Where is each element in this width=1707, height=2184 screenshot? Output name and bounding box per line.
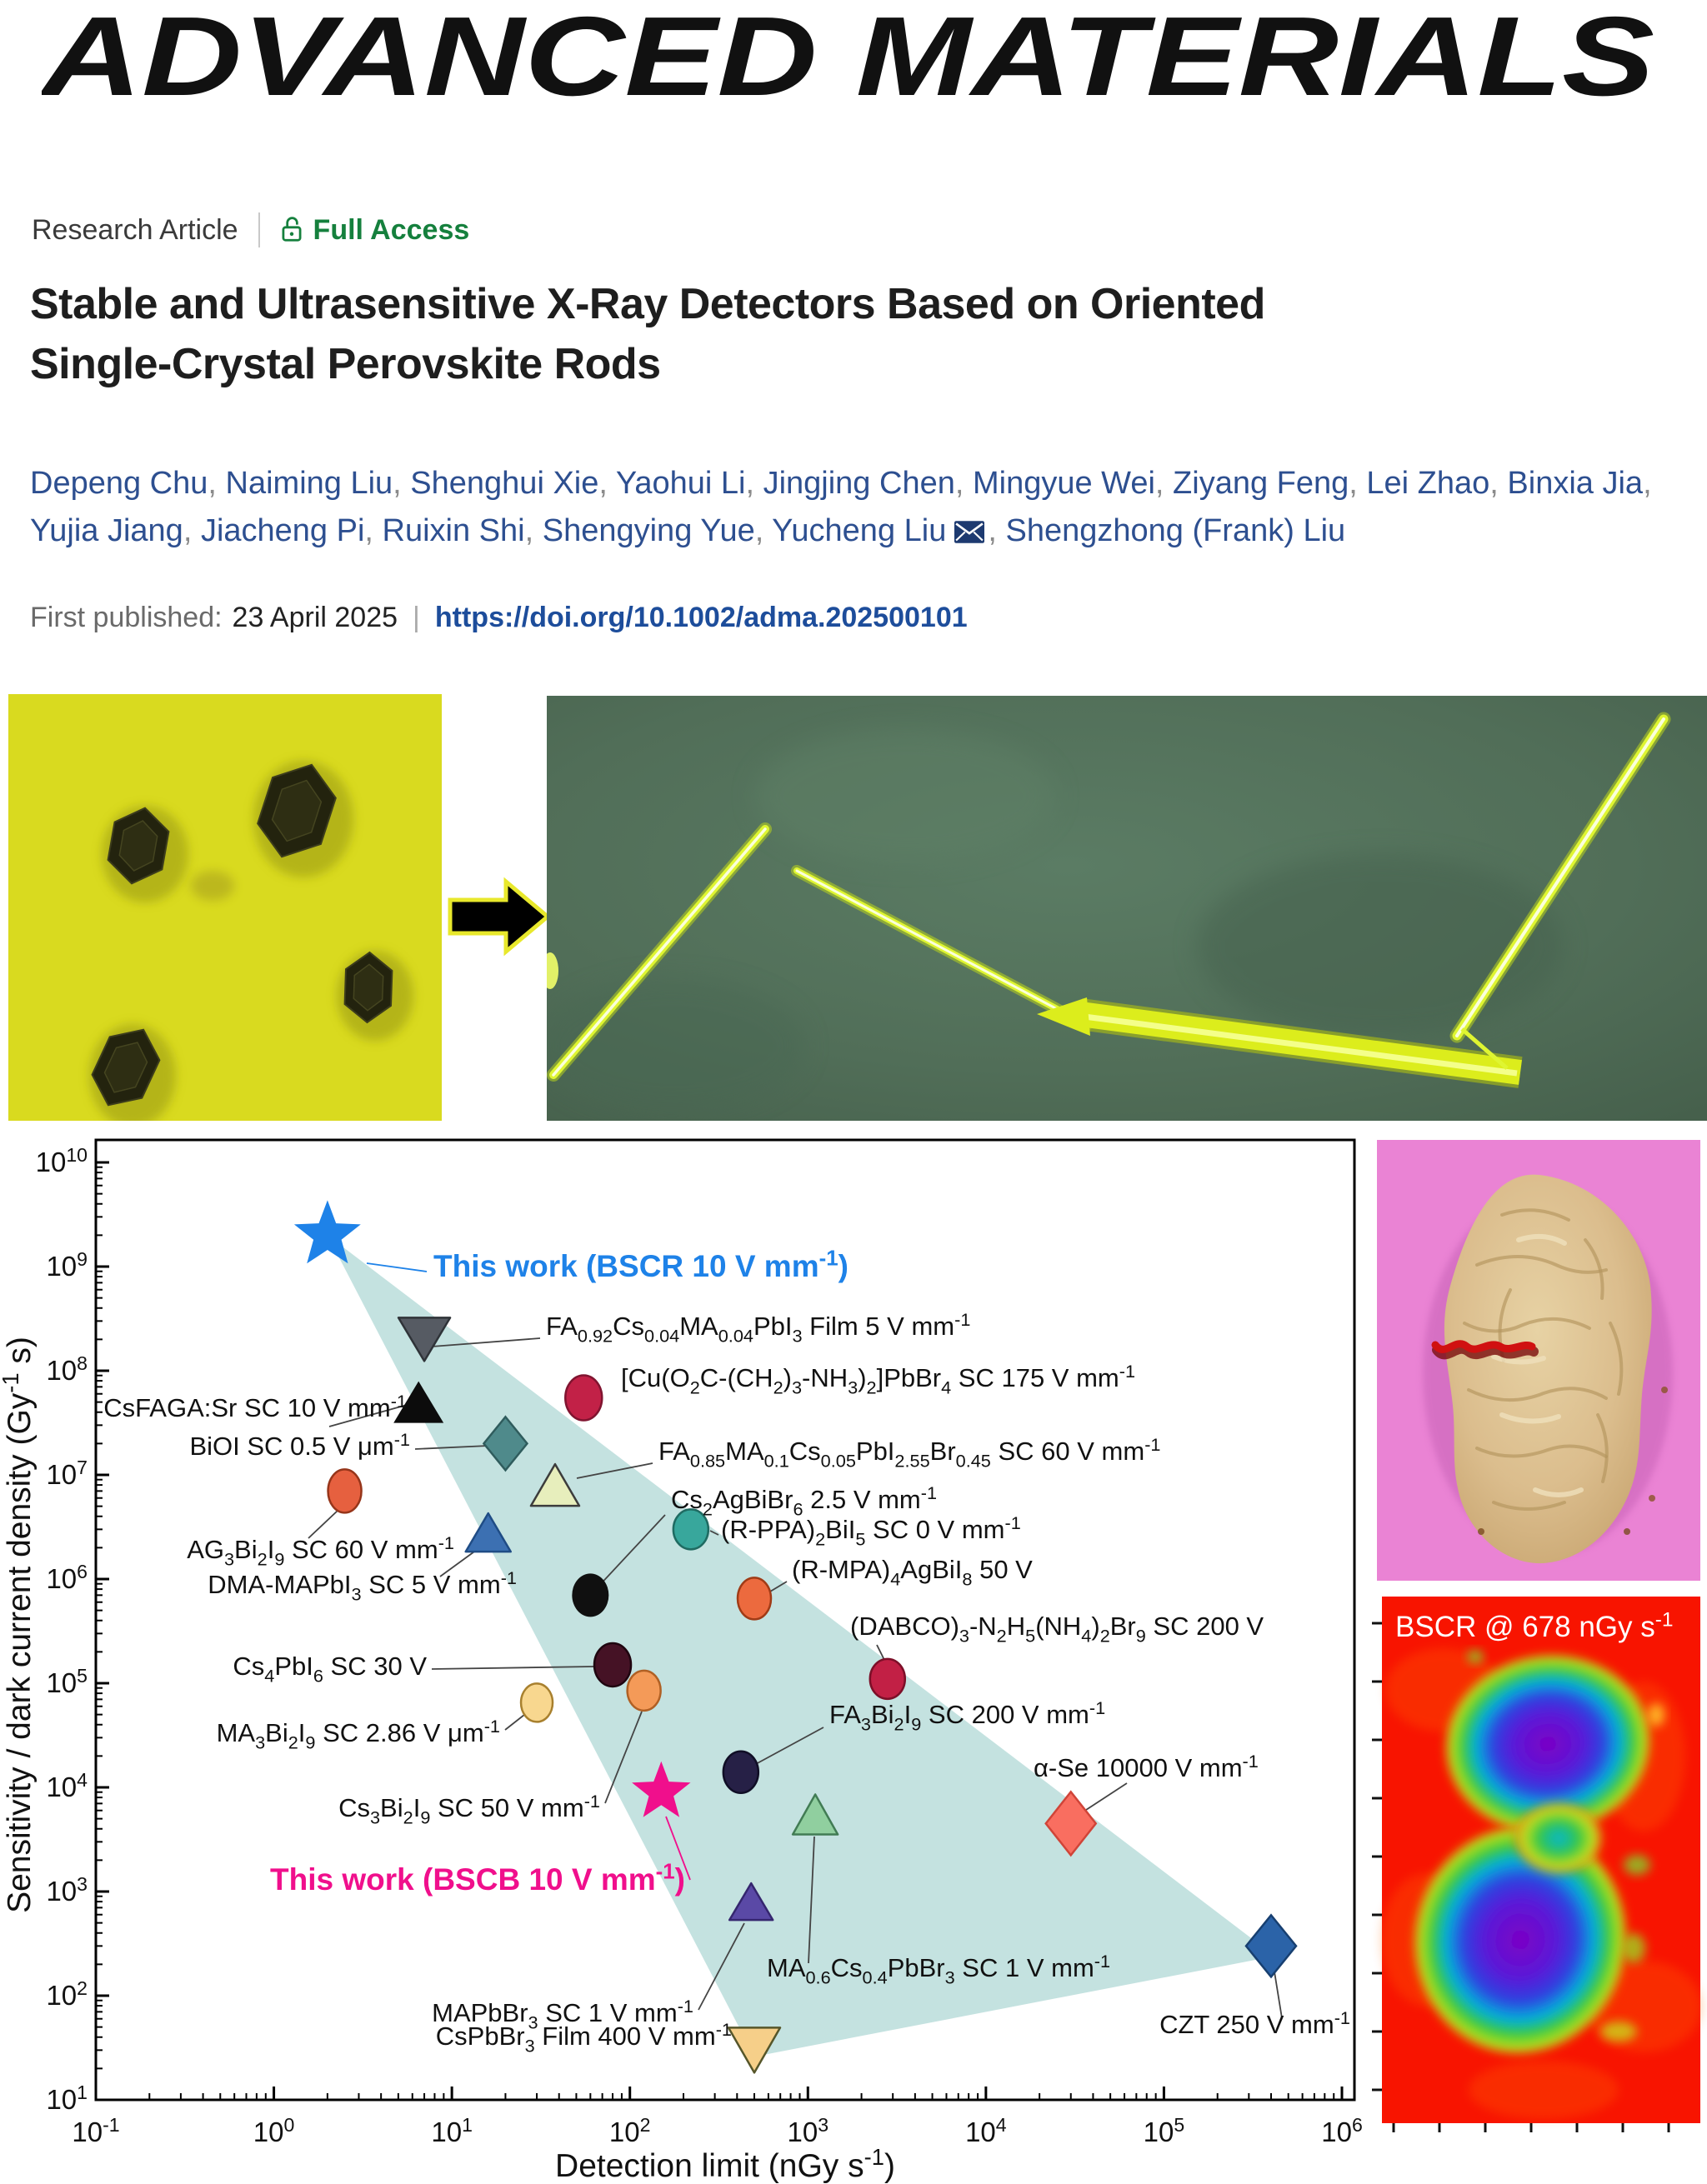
author-link[interactable]: Depeng Chu [30, 466, 208, 501]
svg-text:106: 106 [1321, 2114, 1363, 2147]
first-published-label: First published: [30, 602, 223, 633]
svg-text:102: 102 [609, 2114, 651, 2147]
author-separator: , [954, 466, 973, 501]
article-title-line2: Single-Crystal Perovskite Rods [30, 339, 661, 388]
svg-text:(R-MPA)4AgBiI8 50 V: (R-MPA)4AgBiI8 50 V [792, 1555, 1033, 1590]
author-link[interactable]: Yujia Jiang [30, 513, 183, 548]
svg-text:MAPbBr3 SC 1 V mm-1: MAPbBr3 SC 1 V mm-1 [432, 1996, 693, 2033]
svg-text:Cs2AgBiBr6 2.5 V mm-1: Cs2AgBiBr6 2.5 V mm-1 [671, 1482, 937, 1520]
svg-text:(DABCO)3-N2H5(NH4)2Br9 SC 200: (DABCO)3-N2H5(NH4)2Br9 SC 200 V [850, 1612, 1264, 1647]
svg-text:100: 100 [253, 2114, 295, 2147]
svg-text:(R-PPA)2BiI5 SC 0 V mm-1: (R-PPA)2BiI5 SC 0 V mm-1 [721, 1512, 1021, 1550]
author-separator: , [524, 513, 543, 548]
svg-text:[Cu(O2C-(CH2)3-NH3)2]PbBr4 SC: [Cu(O2C-(CH2)3-NH3)2]PbBr4 SC 175 V mm-1 [621, 1361, 1135, 1398]
lock-icon [280, 216, 303, 244]
journal-logo: ADVANCED MATERIALS [38, 0, 1675, 119]
arrow-icon [448, 877, 551, 957]
svg-text:CZT 250 V mm-1: CZT 250 V mm-1 [1159, 2007, 1350, 2039]
author-link[interactable]: Lei Zhao [1366, 466, 1490, 501]
svg-text:1010: 1010 [36, 1144, 88, 1177]
author-link[interactable]: Yucheng Liu [772, 513, 947, 548]
svg-text:FA3Bi2I9 SC 200 V mm-1: FA3Bi2I9 SC 200 V mm-1 [829, 1697, 1105, 1735]
coverage-region [327, 1235, 1275, 2057]
author-separator: , [1643, 466, 1652, 501]
doi-link[interactable]: https://doi.org/10.1002/adma.202500101 [434, 602, 968, 633]
svg-text:MA3Bi2I9 SC 2.86 V μm-1: MA3Bi2I9 SC 2.86 V μm-1 [217, 1716, 500, 1753]
data-points [293, 1200, 1298, 2074]
svg-text:107: 107 [46, 1457, 88, 1490]
svg-text:AG3Bi2I9 SC 60 V mm-1: AG3Bi2I9 SC 60 V mm-1 [187, 1532, 454, 1570]
author-link[interactable]: Binxia Jia [1507, 466, 1644, 501]
svg-text:109: 109 [46, 1248, 88, 1282]
first-published-date: 23 April 2025 [232, 602, 398, 633]
sensitivity-chart: 10-1 100 101 102 103 104 105 106 101 102 103 104 105… [0, 1138, 1363, 2184]
svg-text:102: 102 [46, 1977, 88, 2011]
pub-divider: | [413, 602, 420, 633]
author-list: Depeng Chu, Naiming Liu, Shenghui Xie, Y… [30, 460, 1676, 557]
author-separator: , [393, 466, 411, 501]
svg-text:BiOI SC 0.5 V μm-1: BiOI SC 0.5 V μm-1 [189, 1429, 410, 1461]
svg-text:103: 103 [788, 2114, 829, 2147]
journal-logo-text: ADVANCED MATERIALS [42, 8, 1654, 117]
svg-text:105: 105 [1144, 2114, 1185, 2147]
full-access-badge: Full Access [313, 213, 470, 246]
author-link[interactable]: Shengzhong (Frank) Liu [1005, 513, 1346, 548]
svg-text:CsPbBr3 Film 400 V mm-1: CsPbBr3 Film 400 V mm-1 [436, 2019, 732, 2057]
article-title-line1: Stable and Ultrasensitive X-Ray Detector… [30, 280, 1265, 328]
author-link[interactable]: Shengying Yue [542, 513, 755, 548]
svg-text:α-Se 10000 V mm-1: α-Se 10000 V mm-1 [1034, 1751, 1259, 1782]
rods-photo [547, 696, 1707, 1121]
author-link[interactable]: Shenghui Xie [410, 466, 599, 501]
xray-image: BSCR @ 678 nGy s-1 [1372, 1597, 1702, 2132]
author-link[interactable]: Jiacheng Pi [200, 513, 365, 548]
svg-text:108: 108 [46, 1352, 88, 1386]
crystals-photo [8, 694, 442, 1121]
svg-text:103: 103 [46, 1873, 88, 1907]
svg-text:10-1: 10-1 [72, 2114, 119, 2147]
author-separator: , [208, 466, 226, 501]
y-axis-title: Sensitivity / dark current density (Gy-1… [0, 1337, 38, 1913]
author-link[interactable]: Yaohui Li [615, 466, 746, 501]
author-link[interactable]: Ruixin Shi [382, 513, 525, 548]
meta-divider [258, 212, 260, 247]
svg-text:101: 101 [46, 2082, 88, 2115]
x-axis-title: Detection limit (nGy s-1) [555, 2144, 895, 2184]
svg-text:FA0.92Cs0.04MA0.04PbI3 Film 5: FA0.92Cs0.04MA0.04PbI3 Film 5 V mm-1 [546, 1309, 970, 1347]
xray-caption: BSCR @ 678 nGy s-1 [1395, 1608, 1674, 1643]
svg-text:104: 104 [46, 1769, 88, 1802]
author-link[interactable]: Naiming Liu [225, 466, 393, 501]
svg-text:101: 101 [431, 2114, 473, 2147]
svg-text:This work (BSCR 10 V mm-1): This work (BSCR 10 V mm-1) [433, 1247, 848, 1283]
author-link[interactable]: Ziyang Feng [1173, 466, 1349, 501]
svg-text:DMA-MAPbI3 SC 5 V mm-1: DMA-MAPbI3 SC 5 V mm-1 [208, 1567, 517, 1605]
svg-text:104: 104 [965, 2114, 1007, 2147]
author-separator: , [598, 466, 616, 501]
tick-labels: 10-1 100 101 102 103 104 105 106 101 102 103 104 105… [36, 1144, 1363, 2147]
svg-text:105: 105 [46, 1665, 88, 1698]
article-title: Stable and Ultrasensitive X-Ray Detector… [30, 275, 1664, 395]
svg-text:106: 106 [46, 1561, 88, 1594]
point-labels: This work (BSCR 10 V mm-1) FA0.92Cs0.04MA… [103, 1247, 1350, 2057]
author-separator: , [1349, 466, 1367, 501]
svg-text:MA0.6Cs0.4PbBr3 SC 1 V mm-1: MA0.6Cs0.4PbBr3 SC 1 V mm-1 [767, 1951, 1110, 1988]
author-link[interactable]: Jingjing Chen [763, 466, 955, 501]
author-link[interactable]: Mingyue Wei [972, 466, 1155, 501]
svg-text:This work (BSCB 10 V mm-1): This work (BSCB 10 V mm-1) [270, 1861, 685, 1897]
author-separator: , [754, 513, 773, 548]
author-separator: , [183, 513, 201, 548]
svg-text:Cs3Bi2I9 SC 50 V mm-1: Cs3Bi2I9 SC 50 V mm-1 [338, 1791, 600, 1828]
peanut-photo [1377, 1140, 1700, 1581]
author-separator: , [364, 513, 383, 548]
svg-text:Cs4PbI6 SC 30 V: Cs4PbI6 SC 30 V [233, 1652, 427, 1687]
author-separator: , [745, 466, 763, 501]
svg-text:FA0.85MA0.1Cs0.05PbI2.55Br0.45: FA0.85MA0.1Cs0.05PbI2.55Br0.45 SC 60 V m… [658, 1434, 1160, 1472]
svg-text:CsFAGA:Sr SC 10 V mm-1: CsFAGA:Sr SC 10 V mm-1 [103, 1391, 407, 1422]
leader-lines [308, 1262, 1283, 2019]
author-separator: , [1154, 466, 1174, 501]
axes [94, 1161, 1344, 2102]
author-separator: , [1489, 466, 1508, 501]
mail-icon[interactable] [954, 510, 985, 557]
author-separator: , [988, 513, 1006, 548]
article-type-label: Research Article [32, 213, 238, 246]
